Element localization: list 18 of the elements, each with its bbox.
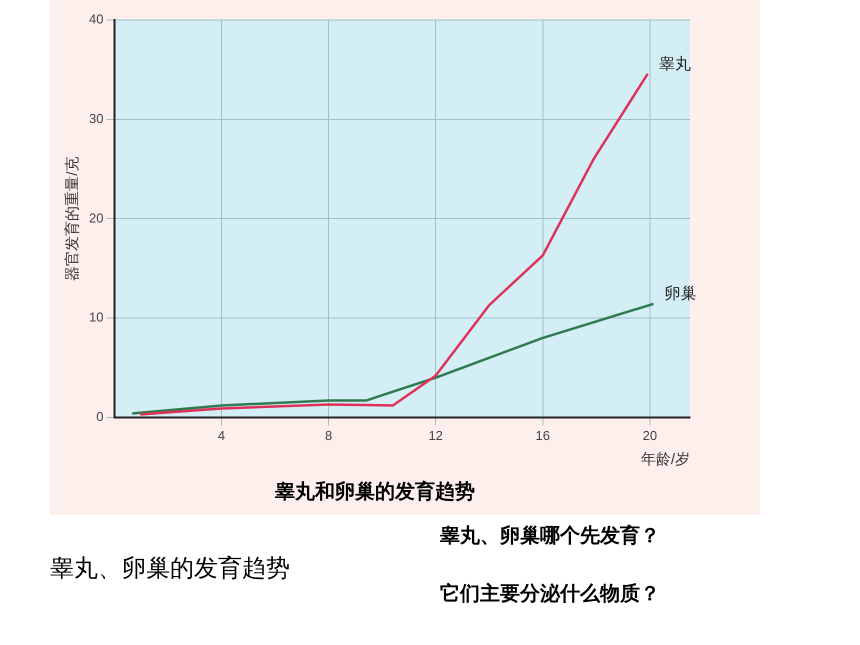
y-tick-label: 20 bbox=[88, 210, 104, 226]
text: 睾丸、卵巢哪个先发育？ bbox=[440, 522, 660, 549]
y-axis-title: 器官发育的重量/克 bbox=[64, 156, 82, 281]
x-tick-label: 16 bbox=[536, 428, 550, 443]
y-tick-label: 40 bbox=[88, 12, 104, 27]
x-tick-label: 12 bbox=[428, 428, 443, 443]
x-tick-label: 8 bbox=[324, 428, 332, 443]
y-tick-label: 10 bbox=[88, 310, 104, 325]
y-tick-label: 30 bbox=[88, 110, 104, 126]
x-axis-title: 年龄/岁 bbox=[640, 451, 690, 468]
text: 它们主要分泌什么物质？ bbox=[440, 580, 660, 607]
series-label: 睾丸 bbox=[659, 54, 692, 73]
x-tick-label: 20 bbox=[642, 428, 658, 443]
series-label: 卵巢 bbox=[664, 283, 697, 302]
y-tick-label: 0 bbox=[96, 408, 104, 424]
x-tick-label: 4 bbox=[218, 428, 226, 443]
text: 睾丸、卵巢的发育趋势 bbox=[50, 553, 290, 584]
text: 睾丸和卵巢的发育趋势 bbox=[274, 479, 475, 504]
